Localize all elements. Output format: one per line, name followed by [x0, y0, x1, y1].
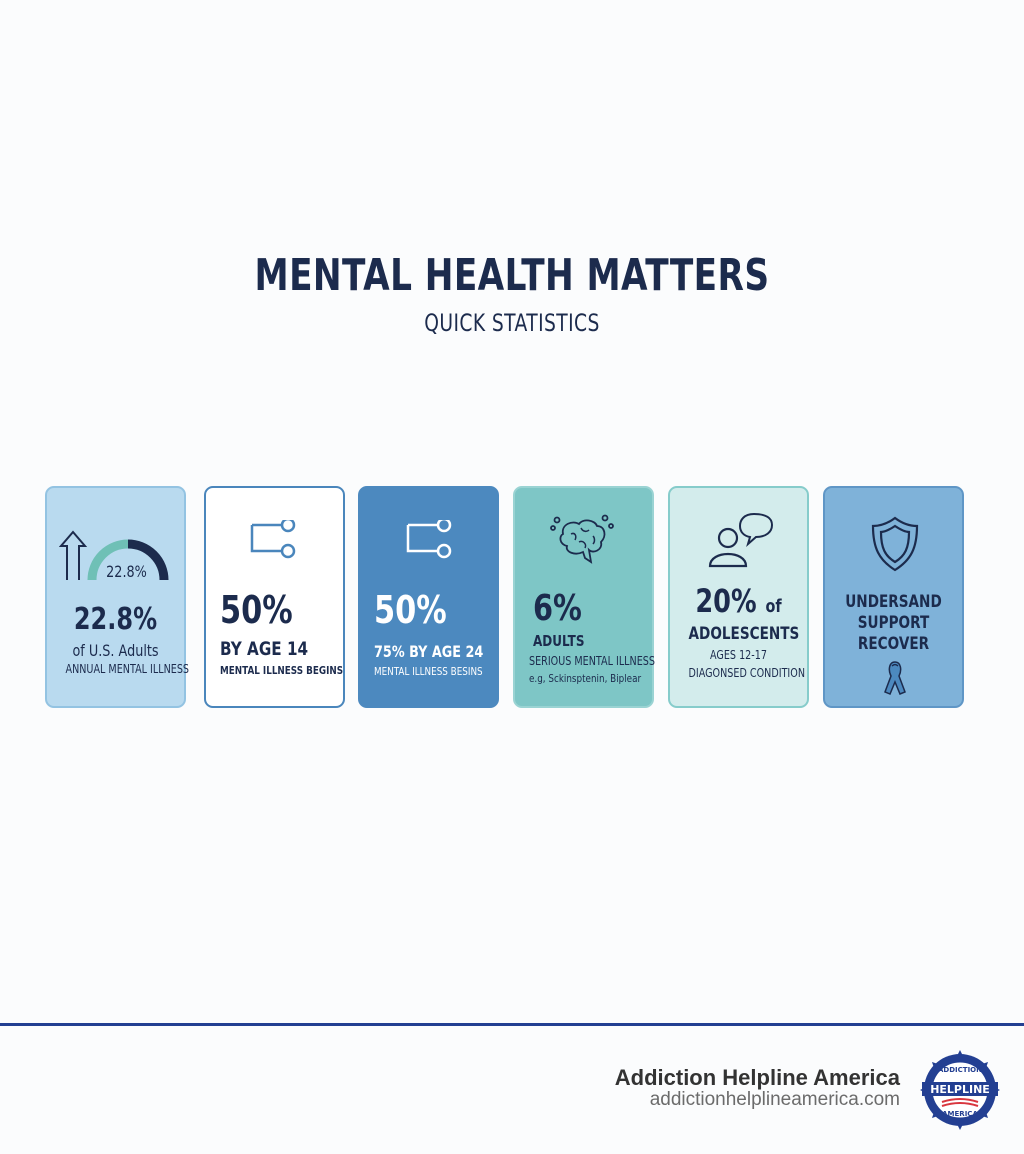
- stat-line1: ADULTS: [533, 632, 585, 650]
- stat-line2: SERIOUS MENTAL ILLNESS: [529, 654, 655, 668]
- stat-card-support: UNDERSAND SUPPORT RECOVER: [823, 486, 964, 708]
- brand-name: Addiction Helpline America: [614, 1065, 900, 1090]
- stat-line2: ANNUAL MENTAL ILLNESS: [65, 662, 190, 676]
- svg-text:AMERICA: AMERICA: [942, 1110, 978, 1118]
- stat-line1: 75% BY AGE 24: [374, 642, 484, 661]
- flow-connector-icon: [406, 520, 452, 559]
- brain-icon: [550, 514, 614, 564]
- stat-value: 50%: [220, 588, 293, 632]
- page-title: MENTAL HEALTH MATTERS: [254, 250, 770, 301]
- stat-suffix: of: [765, 596, 782, 617]
- footer-divider: [0, 1023, 1024, 1026]
- stat-value: 22.8%: [73, 602, 158, 637]
- svg-text:HELPLINE: HELPLINE: [930, 1083, 990, 1096]
- support-line3: RECOVER: [857, 634, 930, 654]
- stat-line3: DIAGONSED CONDITION: [688, 666, 806, 680]
- arrow-up-gauge-icon: [59, 530, 169, 581]
- stat-card-serious-illness: 6% ADULTS SERIOUS MENTAL ILLNESS e.g, Sc…: [513, 486, 655, 708]
- stat-value-row: 20% of: [689, 582, 789, 620]
- shield-icon: [871, 516, 919, 572]
- stat-card-adolescents: 20% of ADOLESCENTS AGES 12-17 DIAGONSED …: [668, 486, 809, 708]
- brand-url[interactable]: addictionhelplineamerica.com: [649, 1089, 900, 1110]
- stat-card-adults: 22.8% 22.8% of U.S. Adults ANNUAL MENTAL…: [45, 486, 190, 708]
- stat-line2: AGES 12-17: [710, 648, 767, 662]
- flow-connector-icon: [250, 520, 296, 559]
- support-line2: SUPPORT: [857, 613, 930, 633]
- gauge-label: 22.8%: [106, 562, 147, 581]
- stat-value: 20%: [695, 582, 757, 620]
- page-subtitle: QUICK STATISTICS: [424, 309, 600, 337]
- stat-line2: MENTAL ILLNESS BESINS: [374, 665, 483, 678]
- stat-line1: BY AGE 14: [220, 638, 309, 660]
- stat-card-age24: 50% 75% BY AGE 24 MENTAL ILLNESS BESINS: [358, 486, 499, 708]
- stat-value: 6%: [533, 588, 582, 629]
- person-speech-icon: [708, 512, 774, 568]
- stat-line3: e.g, Sckinsptenin, Biplear: [529, 672, 642, 685]
- stat-line1: ADOLESCENTS: [688, 624, 800, 644]
- stat-value: 50%: [374, 588, 447, 632]
- brand-block: Addiction Helpline America addictionhelp…: [615, 1065, 900, 1111]
- stat-line1: of U.S. Adults: [72, 641, 159, 660]
- awareness-ribbon-icon: [884, 661, 906, 695]
- helpline-logo-icon: ADDICTION HELPLINE AMERICA: [920, 1050, 1000, 1130]
- support-line1: UNDERSAND: [845, 592, 942, 612]
- stat-line2: MENTAL ILLNESS BEGINS: [220, 664, 344, 677]
- stat-card-age14: 50% BY AGE 14 MENTAL ILLNESS BEGINS: [204, 486, 345, 708]
- svg-text:ADDICTION: ADDICTION: [938, 1066, 982, 1074]
